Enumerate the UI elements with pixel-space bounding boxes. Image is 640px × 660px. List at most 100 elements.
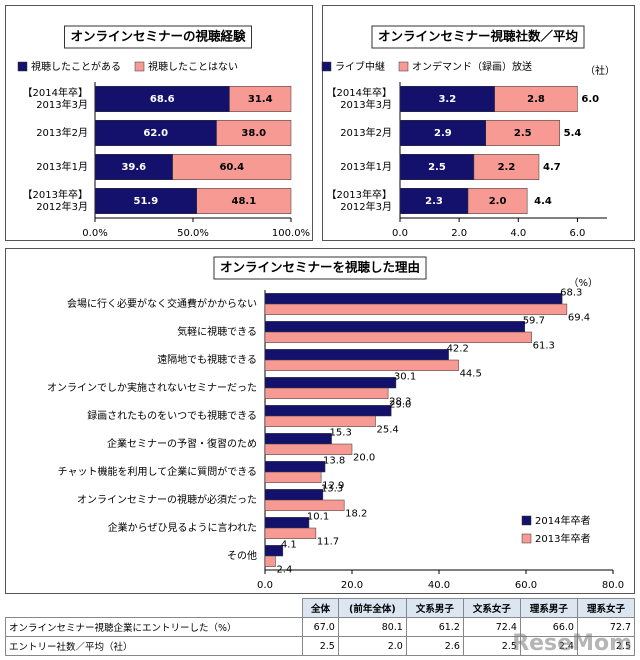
category-label: 【2013年卒】 2012年3月 — [23, 188, 88, 213]
bar — [264, 471, 322, 483]
category-label: 2013年1月 — [340, 160, 392, 173]
corner-cell — [5, 598, 304, 618]
value-label: 2.5 — [514, 128, 532, 139]
bar — [264, 321, 525, 333]
bar — [264, 415, 376, 427]
cell: 67.0 — [302, 617, 339, 637]
category-label: 企業セミナーの予習・復習のため — [107, 437, 257, 450]
bar — [264, 293, 563, 305]
legend-swatch — [321, 61, 332, 72]
unit-label: （%） — [568, 277, 598, 289]
bar — [94, 154, 173, 180]
table-row: エントリー社数／平均（社） 2.5 2.0 2.6 2.5 2.4 2.5 — [4, 636, 636, 656]
value-label: 30.1 — [394, 371, 416, 382]
x-tick-label: 40.0 — [428, 580, 450, 591]
bar — [264, 517, 310, 529]
value-label: 2.5 — [428, 162, 446, 173]
bar — [264, 499, 345, 511]
bar — [264, 349, 449, 361]
category-label: 【2014年卒】 2013年3月 — [327, 86, 392, 111]
bar — [264, 387, 389, 399]
bar — [264, 555, 276, 567]
legend-label: オンデマンド（録画）放送 — [412, 60, 532, 73]
bar — [264, 303, 568, 315]
value-label: 2.8 — [527, 94, 545, 105]
value-label: 61.3 — [533, 341, 555, 352]
bar — [196, 188, 292, 214]
category-label: 【2013年卒】 2012年3月 — [327, 188, 392, 213]
watermark: ReseMom — [512, 631, 632, 656]
column-header: 理系女子 — [576, 598, 636, 618]
category-label: 2013年2月 — [36, 126, 88, 139]
value-label: 42.2 — [447, 343, 469, 354]
total-label: 6.0 — [581, 94, 599, 105]
bar — [94, 188, 197, 214]
legend-label: 視聴したことはない — [148, 60, 238, 73]
value-label: 68.6 — [150, 94, 175, 105]
x-tick-label: 80.0 — [602, 580, 624, 591]
table-header: 全体 (前年全体) 文系男子 文系女子 理系男子 理系女子 — [5, 598, 636, 618]
bar — [485, 120, 560, 146]
x-tick-label: 100.0% — [272, 228, 310, 239]
x-tick-label: 0.0 — [392, 228, 408, 239]
value-label: 59.7 — [523, 315, 545, 326]
row-label: エントリー社数／平均（社） — [4, 636, 304, 656]
category-label: 企業からぜひ見るように言われた — [108, 521, 257, 534]
value-label: 28.3 — [389, 397, 411, 408]
total-label: 4.7 — [543, 162, 561, 173]
value-label: 11.7 — [317, 537, 339, 548]
bar — [264, 405, 392, 417]
value-label: 15.3 — [330, 427, 352, 438]
chart-title: オンラインセミナーの視聴経験 — [70, 29, 246, 44]
cell: 2.0 — [337, 636, 407, 656]
x-tick-label: 0.0 — [257, 580, 273, 591]
column-header: 文系女子 — [462, 598, 521, 618]
x-tick-label: 20.0 — [341, 580, 363, 591]
value-label: 2.2 — [498, 162, 516, 173]
value-label: 2.4 — [276, 565, 292, 576]
category-label: オンラインセミナーの視聴が必須だった — [77, 493, 257, 506]
value-label: 2.0 — [489, 196, 507, 207]
x-tick-label: 60.0 — [515, 580, 537, 591]
bar — [172, 154, 292, 180]
bar — [264, 489, 324, 501]
legend-swatch — [17, 61, 28, 72]
x-tick-label: 6.0 — [569, 228, 585, 239]
legend-label: 2014年卒者 — [535, 514, 590, 527]
column-header: 全体 — [302, 598, 339, 618]
category-label: チャット機能を利用して企業に質問ができる — [58, 465, 257, 478]
value-label: 51.9 — [134, 196, 159, 207]
column-header: (前年全体) — [337, 598, 407, 618]
bar — [264, 331, 532, 343]
category-label: 【2014年卒】 2013年3月 — [23, 86, 88, 111]
category-label: その他 — [227, 549, 257, 562]
column-header: 文系男子 — [405, 598, 464, 618]
category-label: 録画されたものをいつでも視聴できる — [87, 409, 257, 422]
category-label: オンラインでしか実施されないセミナーだった — [47, 381, 257, 394]
x-tick-label: 2.0 — [451, 228, 467, 239]
chart-title: オンラインセミナーを視聴した理由 — [220, 260, 420, 275]
bar — [264, 359, 459, 371]
value-label: 39.6 — [121, 162, 146, 173]
bar — [264, 443, 353, 455]
cell: 61.2 — [405, 617, 464, 637]
bar — [264, 527, 317, 539]
total-label: 5.4 — [564, 128, 582, 139]
x-tick-label: 50.0% — [177, 228, 209, 239]
charts: オンラインセミナーの視聴経験【2014年卒】 2013年3月 2013年2月 2013… — [5, 5, 635, 594]
value-label: 62.0 — [143, 128, 168, 139]
bar — [94, 120, 217, 146]
value-label: 18.2 — [345, 509, 367, 520]
value-label: 2.3 — [425, 196, 443, 207]
bar — [399, 120, 487, 146]
summary-table: 全体 (前年全体) 文系男子 文系女子 理系男子 理系女子 オンラインセミナー視聴企業にエ… — [4, 598, 636, 656]
category-label: 2013年2月 — [340, 126, 392, 139]
legend-swatch — [134, 61, 145, 72]
unit-label: （社） — [585, 64, 615, 77]
value-label: 12.9 — [322, 481, 344, 492]
value-label: 13.3 — [321, 483, 343, 494]
panel-border — [322, 5, 635, 241]
bar — [264, 433, 332, 445]
panel-border — [5, 248, 635, 594]
